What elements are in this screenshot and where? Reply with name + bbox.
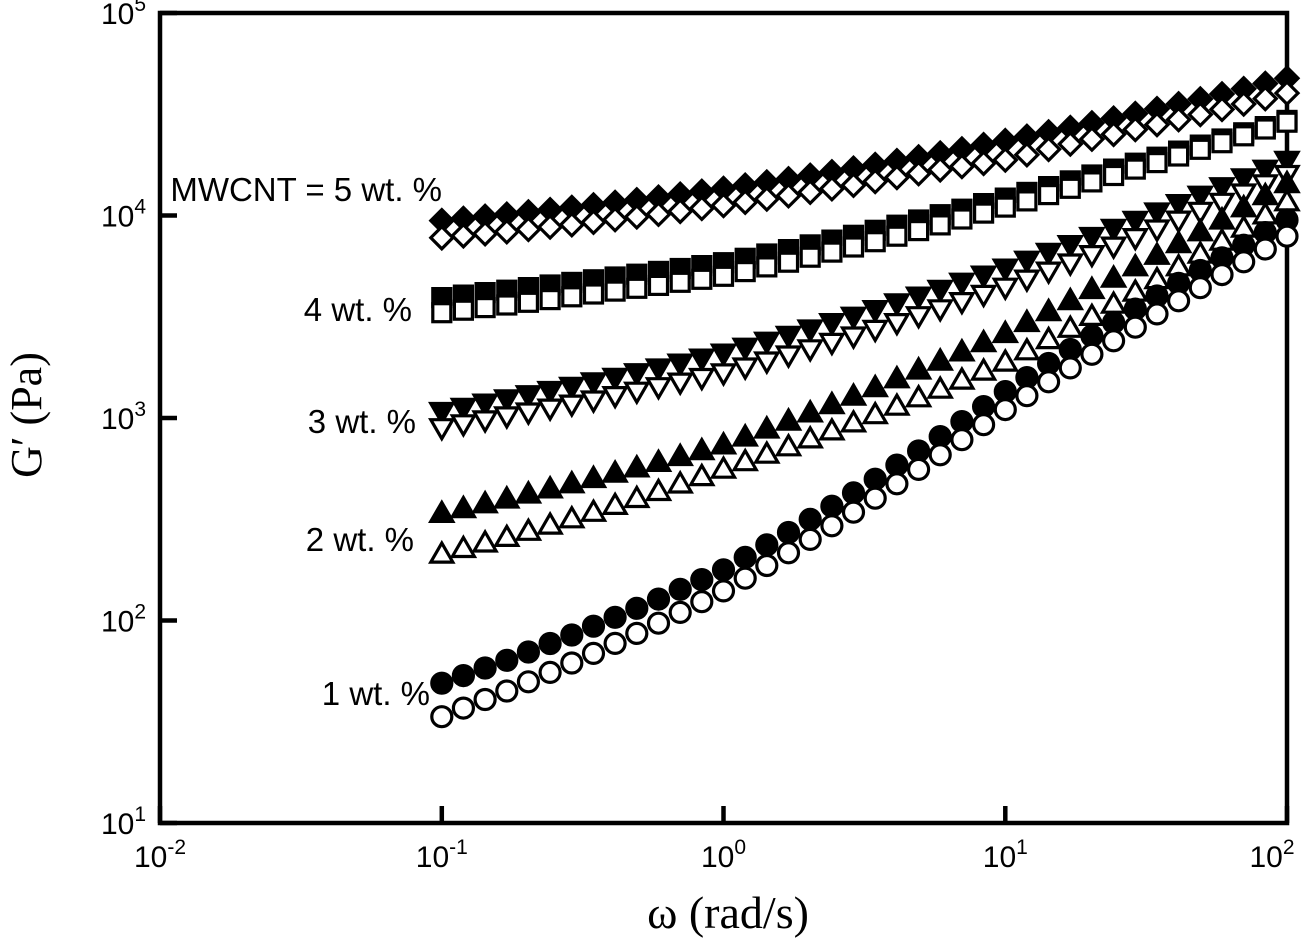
series-3wt-open: [428, 164, 1301, 442]
series-1wt-filled: [430, 208, 1299, 695]
series-label-4wt: 4 wt. %: [303, 291, 412, 328]
series-2wt-filled: [428, 169, 1301, 523]
x-tick-label: 101: [983, 836, 1028, 874]
y-tick-label: 105: [101, 0, 146, 31]
series-2wt-open: [428, 187, 1301, 564]
series-label-1wt: 1 wt. %: [321, 675, 430, 712]
series-label-3wt: 3 wt. %: [307, 403, 416, 440]
series-label-5wt: MWCNT = 5 wt. %: [170, 171, 442, 208]
x-axis-title: ω (rad/s): [647, 887, 809, 938]
y-tick-label: 103: [101, 398, 146, 436]
series-5wt-open: [428, 79, 1301, 252]
x-tick-label: 10-1: [416, 836, 468, 874]
y-axis-title: G′ (Pa): [2, 352, 51, 478]
x-tick-label: 100: [701, 836, 746, 874]
x-tick-label: 102: [1249, 836, 1294, 874]
y-tick-label: 101: [101, 803, 146, 841]
y-tick-label: 104: [101, 196, 146, 234]
series-5wt-filled: [428, 65, 1301, 234]
series-3wt-filled: [428, 150, 1301, 426]
x-tick-label: 10-2: [134, 836, 186, 874]
series-1wt-open: [430, 224, 1299, 729]
series-4wt-open: [431, 111, 1298, 324]
series-label-2wt: 2 wt. %: [305, 521, 414, 558]
y-tick-label: 102: [101, 601, 146, 639]
